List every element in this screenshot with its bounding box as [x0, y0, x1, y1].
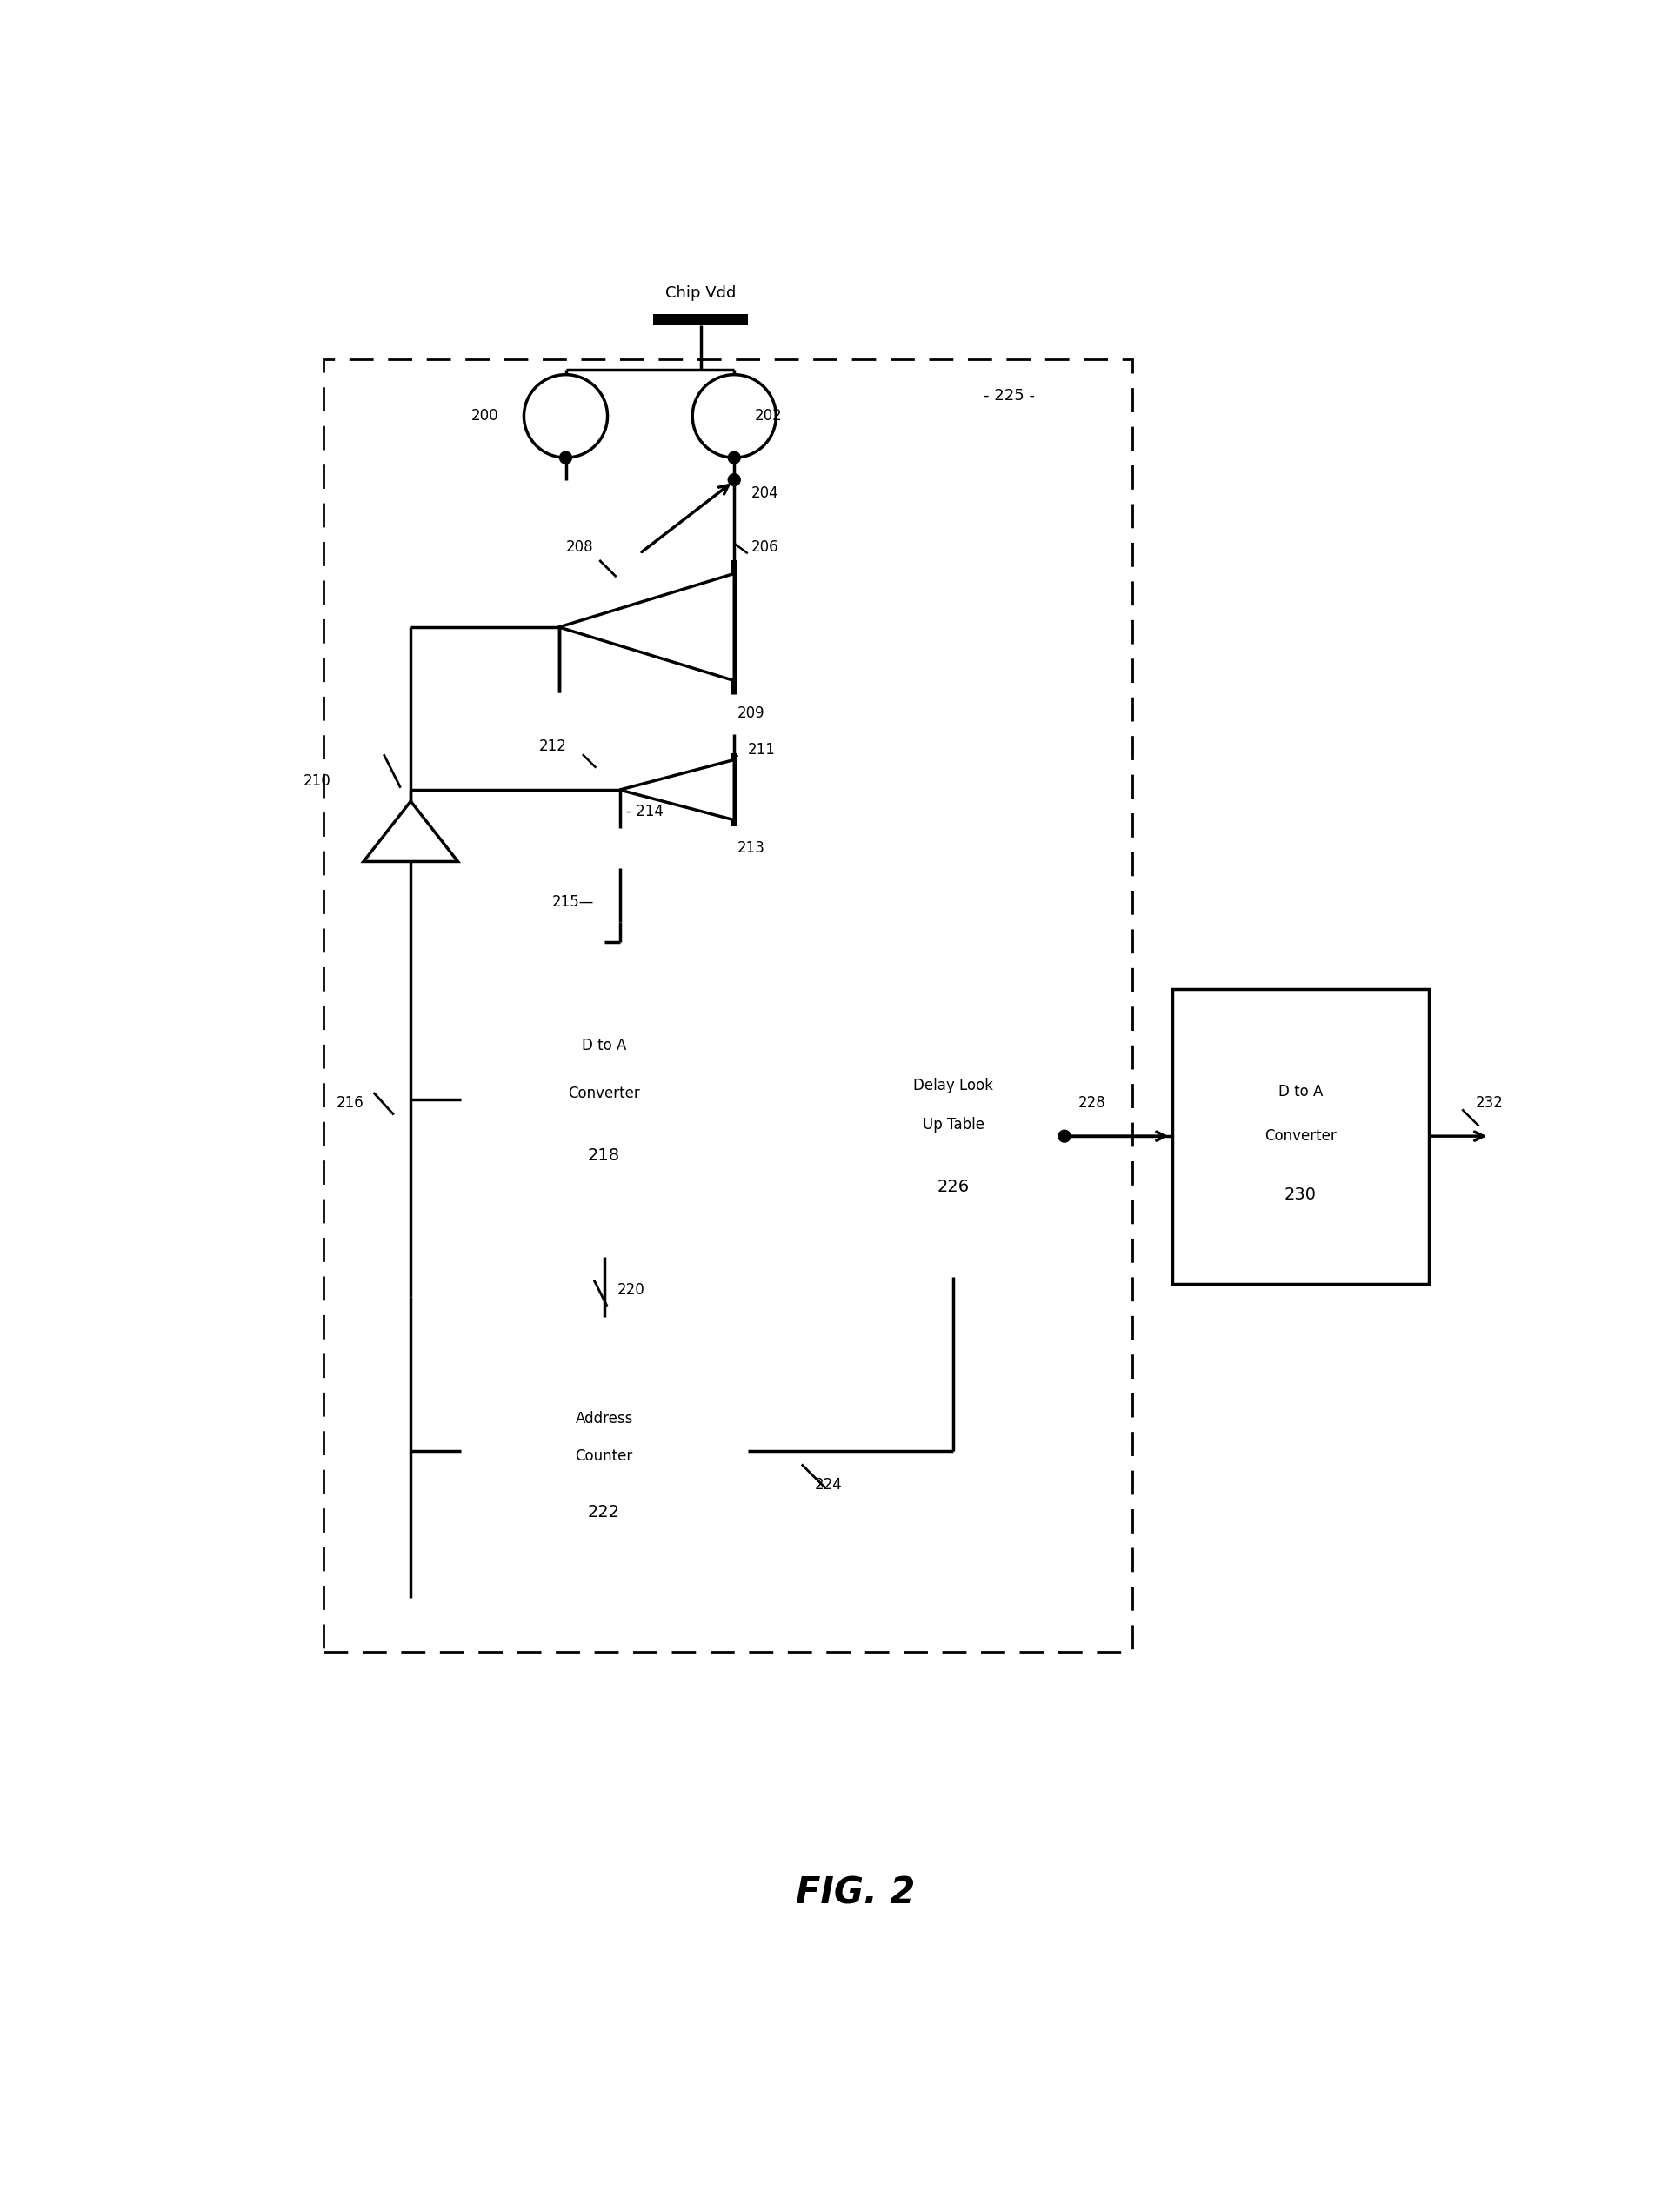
Ellipse shape: [729, 473, 741, 487]
Text: 206: 206: [751, 540, 779, 555]
Bar: [462, 942, 747, 1256]
Text: D to A: D to A: [582, 1037, 627, 1053]
Bar: [462, 1316, 747, 1586]
Text: 202: 202: [754, 409, 782, 425]
Text: 209: 209: [737, 706, 766, 721]
Ellipse shape: [1059, 1130, 1071, 1141]
Text: 210: 210: [304, 774, 330, 790]
Text: 228: 228: [1078, 1095, 1106, 1110]
Text: 208: 208: [565, 540, 594, 555]
Bar: [654, 314, 747, 325]
Text: 204: 204: [751, 484, 779, 500]
Text: 226: 226: [937, 1179, 969, 1194]
Polygon shape: [364, 801, 459, 860]
Text: 213: 213: [737, 841, 766, 856]
Ellipse shape: [729, 451, 741, 465]
Text: - 214: - 214: [627, 803, 664, 818]
Text: D to A: D to A: [1278, 1084, 1323, 1099]
Bar: [1173, 989, 1428, 1283]
Text: 200: 200: [472, 409, 499, 425]
Text: Counter: Counter: [575, 1449, 632, 1464]
Text: 224: 224: [816, 1478, 842, 1493]
Ellipse shape: [560, 451, 572, 465]
Text: 218: 218: [589, 1148, 620, 1164]
Text: 215—: 215—: [552, 894, 594, 909]
Text: Up Table: Up Table: [922, 1117, 984, 1133]
Bar: [324, 358, 1133, 1652]
Text: 211: 211: [747, 741, 776, 757]
Text: Converter: Converter: [1264, 1128, 1336, 1144]
Polygon shape: [619, 759, 734, 821]
Text: 230: 230: [1284, 1188, 1316, 1203]
Text: Chip Vdd: Chip Vdd: [666, 285, 736, 301]
Bar: [499, 827, 724, 869]
Text: 220: 220: [617, 1283, 646, 1298]
Polygon shape: [559, 573, 734, 681]
Text: 222: 222: [589, 1504, 620, 1522]
Text: 232: 232: [1476, 1095, 1503, 1110]
Text: Delay Look: Delay Look: [914, 1077, 992, 1093]
Text: Converter: Converter: [569, 1086, 641, 1102]
Bar: [499, 692, 724, 734]
Ellipse shape: [692, 374, 776, 458]
Bar: [842, 995, 1064, 1276]
Text: 212: 212: [539, 739, 567, 754]
Text: Address: Address: [575, 1411, 632, 1427]
Ellipse shape: [524, 374, 607, 458]
Text: - 225 -: - 225 -: [984, 389, 1034, 405]
Text: FIG. 2: FIG. 2: [796, 1876, 916, 1911]
Text: 216: 216: [337, 1095, 364, 1110]
